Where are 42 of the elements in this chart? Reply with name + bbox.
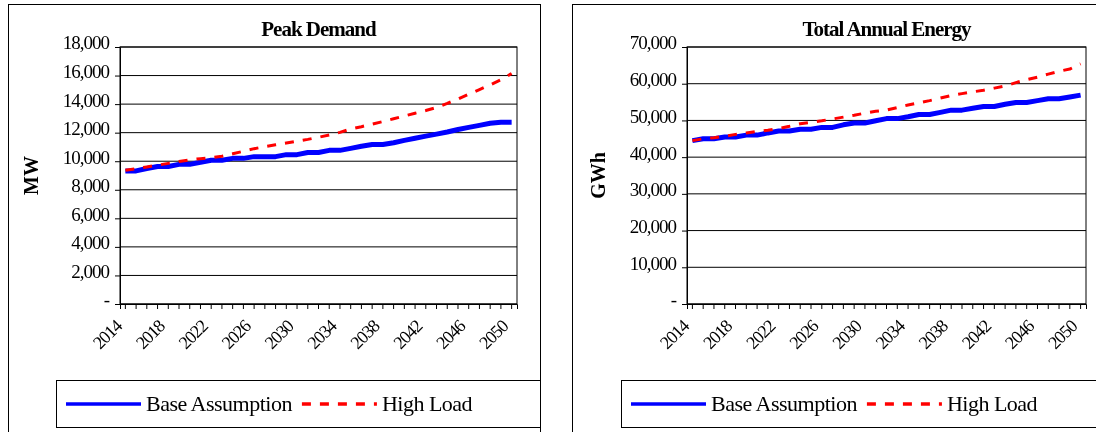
x-tick-label: 2042 (389, 316, 427, 353)
y-tick-label: 40,000 (629, 142, 677, 164)
x-tick-label: 2014 (655, 315, 694, 353)
y-tick-label: 10,000 (62, 146, 110, 168)
x-tick-label: 2014 (88, 315, 127, 353)
x-tick-label: 2042 (957, 316, 995, 353)
y-tick-label: 20,000 (629, 215, 677, 237)
x-tick-label: 2034 (871, 315, 910, 353)
y-tick-label: 14,000 (62, 89, 110, 111)
y-tick-label: 70,000 (629, 32, 677, 54)
legend-label: Base Assumption (146, 391, 293, 416)
y-tick-label: 12,000 (62, 118, 110, 140)
x-tick-label: 2038 (346, 315, 384, 353)
x-tick-label: 2050 (475, 315, 513, 353)
y-tick-label: - (670, 289, 677, 311)
x-tick-label: 2018 (699, 315, 737, 353)
y-tick-label: 4,000 (71, 232, 110, 254)
x-tick-label: 2030 (828, 315, 866, 353)
legend-label: High Load (946, 391, 1038, 416)
y-tick-label: 10,000 (629, 252, 677, 274)
y-tick-label: 30,000 (629, 179, 677, 201)
y-tick-label: 16,000 (62, 60, 110, 82)
x-tick-label: 2022 (742, 316, 779, 353)
legend-label: Base Assumption (711, 391, 858, 416)
y-axis-title: GWh (587, 152, 609, 199)
y-tick-label: 8,000 (71, 175, 110, 197)
y-tick-label: 6,000 (71, 203, 110, 225)
y-tick-label: 18,000 (62, 32, 110, 54)
y-axis-title: MW (20, 156, 42, 195)
legend-label: High Load (381, 391, 473, 416)
x-tick-label: 2038 (914, 315, 953, 353)
y-tick-label: 50,000 (629, 105, 677, 127)
y-tick-label: - (103, 289, 110, 311)
chart-title: Total Annual Energy (802, 17, 973, 41)
x-tick-label: 2030 (260, 315, 299, 353)
y-tick-label: 2,000 (71, 260, 110, 282)
x-tick-label: 2018 (131, 315, 170, 353)
x-tick-label: 2050 (1044, 315, 1082, 353)
x-tick-label: 2034 (303, 315, 341, 353)
x-tick-label: 2022 (174, 316, 212, 353)
chart-title: Peak Demand (261, 17, 378, 41)
y-tick-label: 60,000 (629, 69, 677, 91)
